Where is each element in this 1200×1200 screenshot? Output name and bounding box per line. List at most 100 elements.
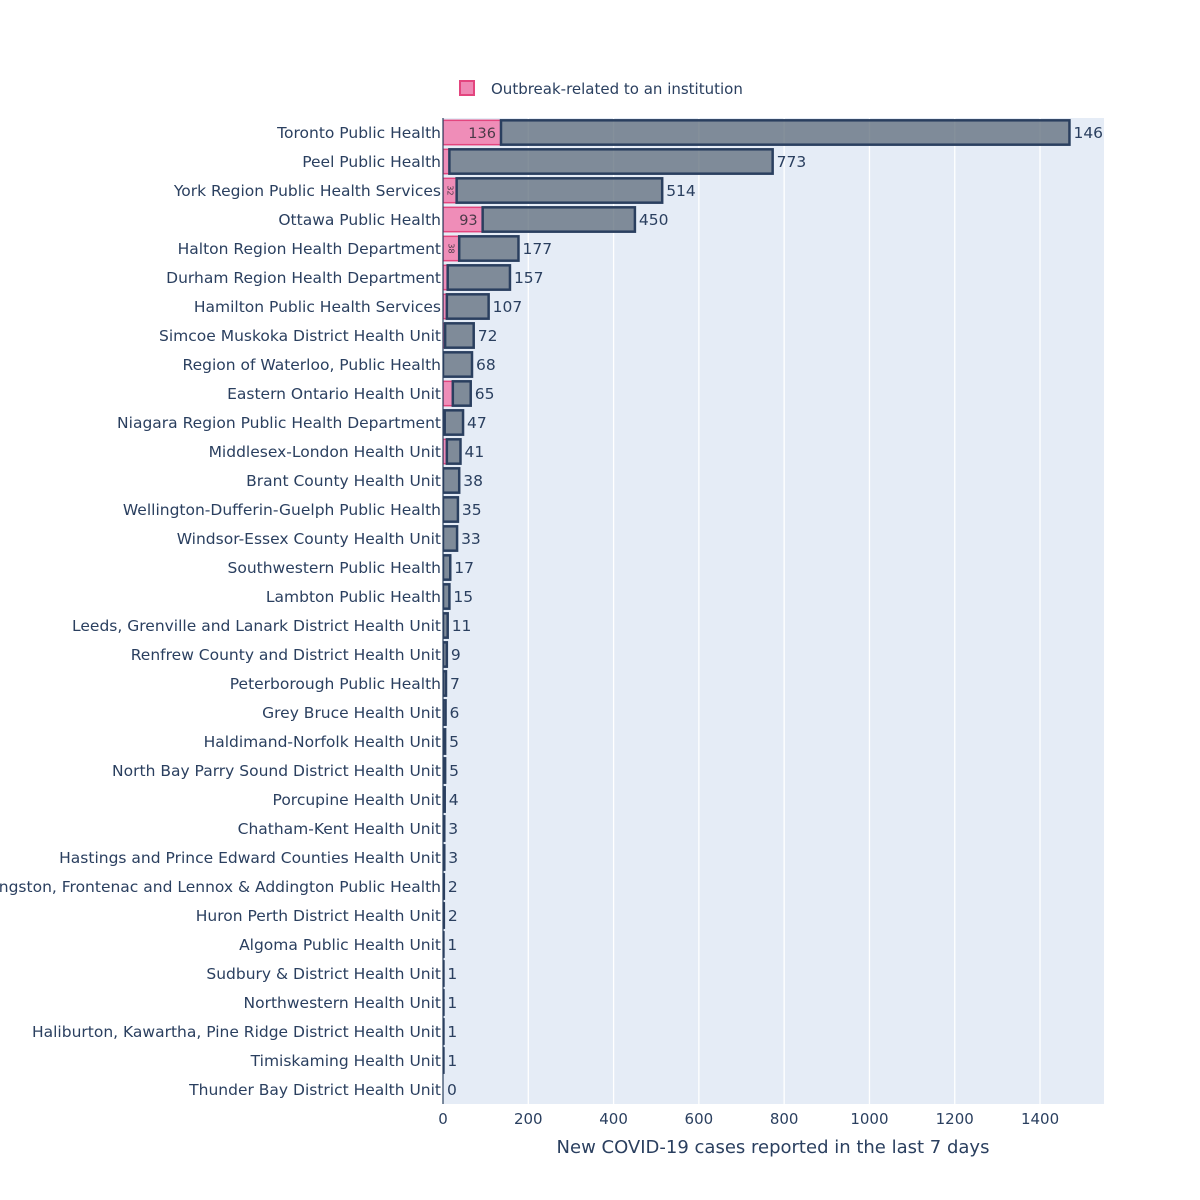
- category-labels: Toronto Public Health Peel Public Health Y…: [0, 124, 441, 1099]
- bar-total-20[interactable]: [443, 699, 447, 726]
- bar-total-12[interactable]: [443, 467, 461, 494]
- total-value-label-28: 1: [447, 936, 457, 954]
- category-label-25: Hastings and Prince Edward Counties Heal…: [59, 849, 441, 867]
- legend-label-outbreak[interactable]: Outbreak-related to an institution: [491, 80, 743, 98]
- total-value-label-23: 4: [449, 791, 459, 809]
- x-tick-800: 800: [770, 1110, 799, 1128]
- x-tick-1200: 1200: [936, 1110, 974, 1128]
- bar-total-18[interactable]: [443, 641, 449, 668]
- total-value-label-12: 38: [463, 472, 483, 490]
- category-label-19: Peterborough Public Health: [230, 675, 441, 693]
- category-label-14: Windsor-Essex County Health Unit: [177, 530, 441, 548]
- bar-total-2[interactable]: [455, 177, 664, 204]
- total-value-label-22: 5: [449, 762, 459, 780]
- bar-total-3[interactable]: [481, 206, 637, 233]
- category-label-26: Kingston, Frontenac and Lennox & Addingt…: [0, 878, 441, 896]
- legend[interactable]: Outbreak-related to an institution: [459, 80, 743, 98]
- total-value-label-31: 1: [447, 1023, 457, 1041]
- category-label-15: Southwestern Public Health: [228, 559, 442, 577]
- bar-total-19[interactable]: [443, 670, 448, 697]
- total-value-label-20: 6: [450, 704, 460, 722]
- total-value-label-25: 3: [448, 849, 458, 867]
- total-value-label-8: 68: [476, 356, 496, 374]
- total-value-label-14: 33: [461, 530, 481, 548]
- category-label-20: Grey Bruce Health Unit: [262, 704, 441, 722]
- category-label-1: Peel Public Health: [302, 153, 441, 171]
- total-value-label-6: 107: [493, 298, 523, 316]
- bar-total-0[interactable]: [499, 119, 1071, 146]
- total-value-label-10: 47: [467, 414, 487, 432]
- total-value-label-3: 450: [639, 211, 669, 229]
- total-value-label-0: 1469: [1073, 124, 1112, 142]
- outbreak-value-label-3: 93: [459, 213, 477, 229]
- category-label-27: Huron Perth District Health Unit: [196, 907, 441, 925]
- category-label-4: Halton Region Health Department: [178, 240, 441, 258]
- outbreak-value-label-4: 38: [447, 243, 456, 253]
- bar-total-15[interactable]: [443, 554, 452, 581]
- bar-total-23[interactable]: [443, 786, 446, 813]
- total-value-label-19: 7: [450, 675, 460, 693]
- bar-outbreak-3[interactable]: [443, 206, 484, 233]
- bar-outbreak-9[interactable]: [443, 380, 454, 407]
- category-label-24: Chatham-Kent Health Unit: [238, 820, 441, 838]
- category-label-3: Ottawa Public Health: [278, 211, 441, 229]
- category-label-28: Algoma Public Health Unit: [239, 936, 441, 954]
- x-axis-title: New COVID-19 cases reported in the last …: [557, 1137, 990, 1158]
- category-label-23: Porcupine Health Unit: [273, 791, 441, 809]
- bar-total-17[interactable]: [443, 612, 449, 639]
- category-label-21: Haldimand-Norfolk Health Unit: [204, 733, 441, 751]
- gridlines: [527, 118, 1041, 1104]
- bar-total-6[interactable]: [445, 293, 490, 320]
- bar-total-1[interactable]: [448, 148, 774, 175]
- total-value-label-17: 11: [452, 617, 472, 635]
- category-label-7: Simcoe Muskoka District Health Unit: [159, 327, 441, 345]
- bar-total-21[interactable]: [443, 728, 447, 755]
- category-label-0: Toronto Public Health: [276, 124, 441, 142]
- bar-total-9[interactable]: [451, 380, 472, 407]
- x-tick-200: 200: [514, 1110, 543, 1128]
- total-value-label-18: 9: [451, 646, 461, 664]
- total-value-label-9: 65: [475, 385, 495, 403]
- bar-total-24[interactable]: [443, 815, 446, 842]
- category-label-2: York Region Public Health Services: [173, 182, 441, 200]
- category-label-8: Region of Waterloo, Public Health: [183, 356, 442, 374]
- category-label-12: Brant County Health Unit: [246, 472, 441, 490]
- bar-total-22[interactable]: [443, 757, 447, 784]
- bar-total-16[interactable]: [443, 583, 451, 610]
- x-tick-600: 600: [685, 1110, 714, 1128]
- outbreak-value-label-0: 136: [468, 126, 496, 142]
- category-label-6: Hamilton Public Health Services: [194, 298, 441, 316]
- total-value-label-13: 35: [462, 501, 482, 519]
- legend-swatch-outbreak[interactable]: [459, 80, 475, 96]
- category-label-31: Haliburton, Kawartha, Pine Ridge Distric…: [32, 1023, 441, 1041]
- bar-total-4[interactable]: [457, 235, 520, 262]
- category-label-13: Wellington-Dufferin-Guelph Public Health: [123, 501, 441, 519]
- total-value-label-27: 2: [448, 907, 458, 925]
- bar-total-7[interactable]: [443, 322, 475, 349]
- bar-total-13[interactable]: [443, 496, 460, 523]
- category-label-10: Niagara Region Public Health Department: [117, 414, 441, 432]
- bar-total-5[interactable]: [446, 264, 512, 291]
- x-tick-1000: 1000: [850, 1110, 888, 1128]
- total-value-label-1: 773: [777, 153, 807, 171]
- total-value-label-29: 1: [447, 965, 457, 983]
- bar-total-8[interactable]: [443, 351, 474, 378]
- bar-total-11[interactable]: [445, 438, 462, 465]
- total-value-label-32: 1: [447, 1052, 457, 1070]
- plot-background: [443, 118, 1104, 1104]
- total-value-label-33: 0: [447, 1081, 457, 1099]
- total-value-label-26: 2: [448, 878, 458, 896]
- total-value-label-16: 15: [453, 588, 473, 606]
- category-label-9: Eastern Ontario Health Unit: [227, 385, 441, 403]
- category-label-32: Timiskaming Health Unit: [250, 1052, 441, 1070]
- total-value-label-5: 157: [514, 269, 544, 287]
- bar-total-14[interactable]: [443, 525, 459, 552]
- category-label-29: Sudbury & District Health Unit: [206, 965, 441, 983]
- category-label-18: Renfrew County and District Health Unit: [131, 646, 441, 664]
- total-value-label-15: 17: [454, 559, 474, 577]
- bar-total-25[interactable]: [443, 844, 446, 871]
- x-tick-0: 0: [438, 1110, 448, 1128]
- x-tick-1400: 1400: [1021, 1110, 1059, 1128]
- bar-total-10[interactable]: [443, 409, 465, 436]
